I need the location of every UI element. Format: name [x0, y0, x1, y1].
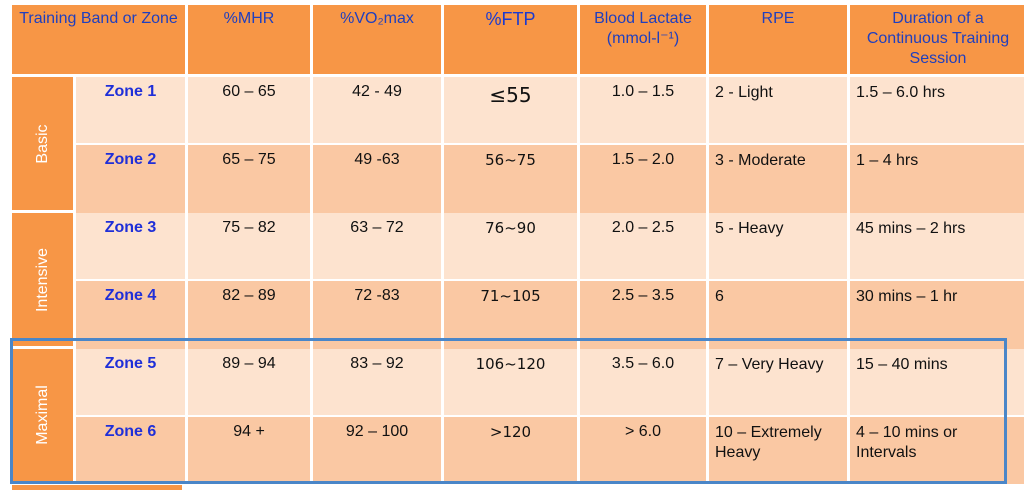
- header-rpe: RPE: [709, 5, 847, 77]
- duration-value: 1 – 4 hrs: [850, 145, 1024, 213]
- header-vo2max: %VO₂max: [313, 5, 441, 77]
- bottom-accent-bar: [12, 485, 182, 490]
- duration-value: 4 – 10 mins or Intervals: [850, 417, 1024, 484]
- rpe-value: 2 - Light: [709, 77, 847, 145]
- duration-value: 1.5 – 6.0 hrs: [850, 77, 1024, 145]
- vo2max-value: 63 – 72: [313, 213, 441, 281]
- lactate-value: 2.5 – 3.5: [580, 281, 706, 349]
- vo2max-value: 49 -63: [313, 145, 441, 213]
- mhr-value: 60 – 65: [188, 77, 310, 145]
- band-basic: Basic: [12, 77, 73, 213]
- training-zones-table: Training Band or Zone %MHR %VO₂max %FTP …: [12, 5, 1024, 484]
- header-mhr: %MHR: [188, 5, 310, 77]
- band-label: Intensive: [33, 247, 51, 312]
- zone-label: Zone 5: [76, 349, 185, 417]
- ftp-value: >120: [444, 417, 577, 484]
- lactate-value: 2.0 – 2.5: [580, 213, 706, 281]
- rpe-value: 5 - Heavy: [709, 213, 847, 281]
- zone-label: Zone 1: [76, 77, 185, 145]
- rpe-value: 7 – Very Heavy: [709, 349, 847, 417]
- header-ftp: %FTP: [444, 5, 577, 77]
- zone-label: Zone 2: [76, 145, 185, 213]
- vo2max-value: 92 – 100: [313, 417, 441, 484]
- mhr-value: 75 – 82: [188, 213, 310, 281]
- band-label: Basic: [33, 123, 51, 164]
- duration-value: 30 mins – 1 hr: [850, 281, 1024, 349]
- header-duration: Duration of a Continuous Training Sessio…: [850, 5, 1024, 77]
- lactate-value: > 6.0: [580, 417, 706, 484]
- vo2max-value: 42 - 49: [313, 77, 441, 145]
- vo2max-value: 83 – 92: [313, 349, 441, 417]
- zone-label: Zone 3: [76, 213, 185, 281]
- rpe-value: 10 – Extremely Heavy: [709, 417, 847, 484]
- lactate-value: 1.0 – 1.5: [580, 77, 706, 145]
- mhr-value: 89 – 94: [188, 349, 310, 417]
- ftp-value: ≤55: [444, 77, 577, 145]
- mhr-value: 82 – 89: [188, 281, 310, 349]
- header-training-band: Training Band or Zone: [12, 5, 185, 77]
- band-label: Maximal: [33, 385, 51, 445]
- duration-value: 15 – 40 mins: [850, 349, 1024, 417]
- zone-label: Zone 4: [76, 281, 185, 349]
- mhr-value: 94 +: [188, 417, 310, 484]
- ftp-value: 56~75: [444, 145, 577, 213]
- band-maximal: Maximal: [12, 349, 73, 484]
- lactate-value: 1.5 – 2.0: [580, 145, 706, 213]
- mhr-value: 65 – 75: [188, 145, 310, 213]
- rpe-value: 6: [709, 281, 847, 349]
- header-blood-lactate: Blood Lactate (mmol-l⁻¹): [580, 5, 706, 77]
- lactate-value: 3.5 – 6.0: [580, 349, 706, 417]
- rpe-value: 3 - Moderate: [709, 145, 847, 213]
- zone-label: Zone 6: [76, 417, 185, 484]
- duration-value: 45 mins – 2 hrs: [850, 213, 1024, 281]
- vo2max-value: 72 -83: [313, 281, 441, 349]
- ftp-value: 76~90: [444, 213, 577, 281]
- ftp-value: 106~120: [444, 349, 577, 417]
- band-intensive: Intensive: [12, 213, 73, 349]
- ftp-value: 71~105: [444, 281, 577, 349]
